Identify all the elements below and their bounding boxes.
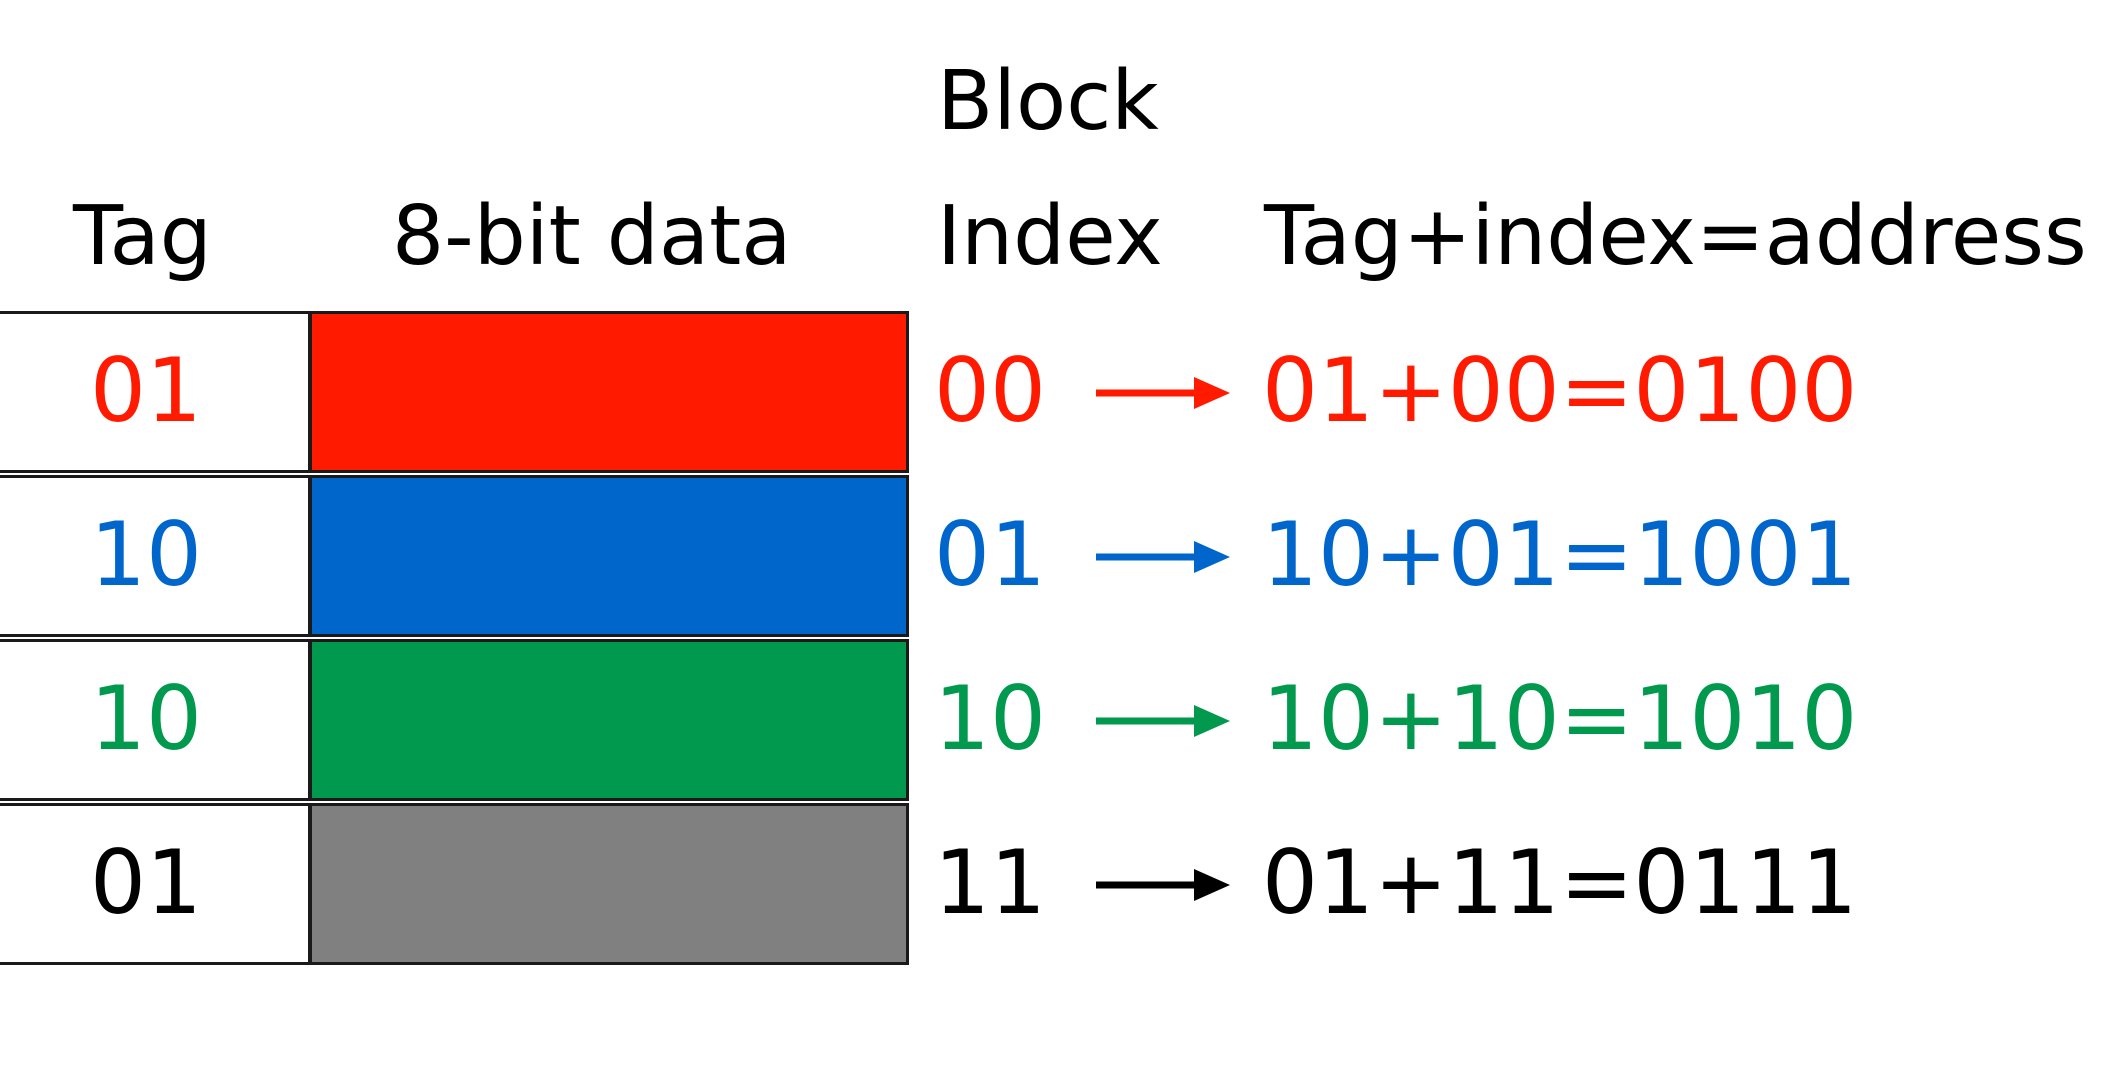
tag-value: 01 [90, 339, 202, 442]
data-block [309, 475, 909, 637]
address-value: 10+10=1010 [1262, 667, 1858, 770]
tag-cell [0, 311, 311, 473]
address-value: 01+11=0111 [1262, 831, 1858, 934]
data-block [309, 803, 909, 965]
arrow-right-icon [1096, 377, 1230, 409]
block-header: Block [937, 54, 1159, 149]
tag-cell [0, 639, 311, 801]
arrow-right-icon [1096, 705, 1230, 737]
tag-value: 10 [90, 503, 202, 606]
address-value: 01+00=0100 [1262, 339, 1858, 442]
block-index-value: 00 [934, 339, 1046, 442]
index-header: Index [937, 189, 1163, 284]
data-block [309, 639, 909, 801]
tag-value: 10 [90, 667, 202, 770]
address-header: Tag+index=address [1264, 189, 2087, 284]
block-index-value: 01 [934, 503, 1046, 606]
block-index-value: 11 [934, 831, 1046, 934]
block-index-value: 10 [934, 667, 1046, 770]
tag-value: 01 [90, 831, 202, 934]
address-value: 10+01=1001 [1262, 503, 1858, 606]
arrow-right-icon [1096, 869, 1230, 901]
arrow-right-icon [1096, 541, 1230, 573]
data-block [309, 311, 909, 473]
data-header: 8-bit data [392, 189, 792, 284]
tag-cell [0, 803, 311, 965]
tag-header: Tag [73, 189, 212, 284]
